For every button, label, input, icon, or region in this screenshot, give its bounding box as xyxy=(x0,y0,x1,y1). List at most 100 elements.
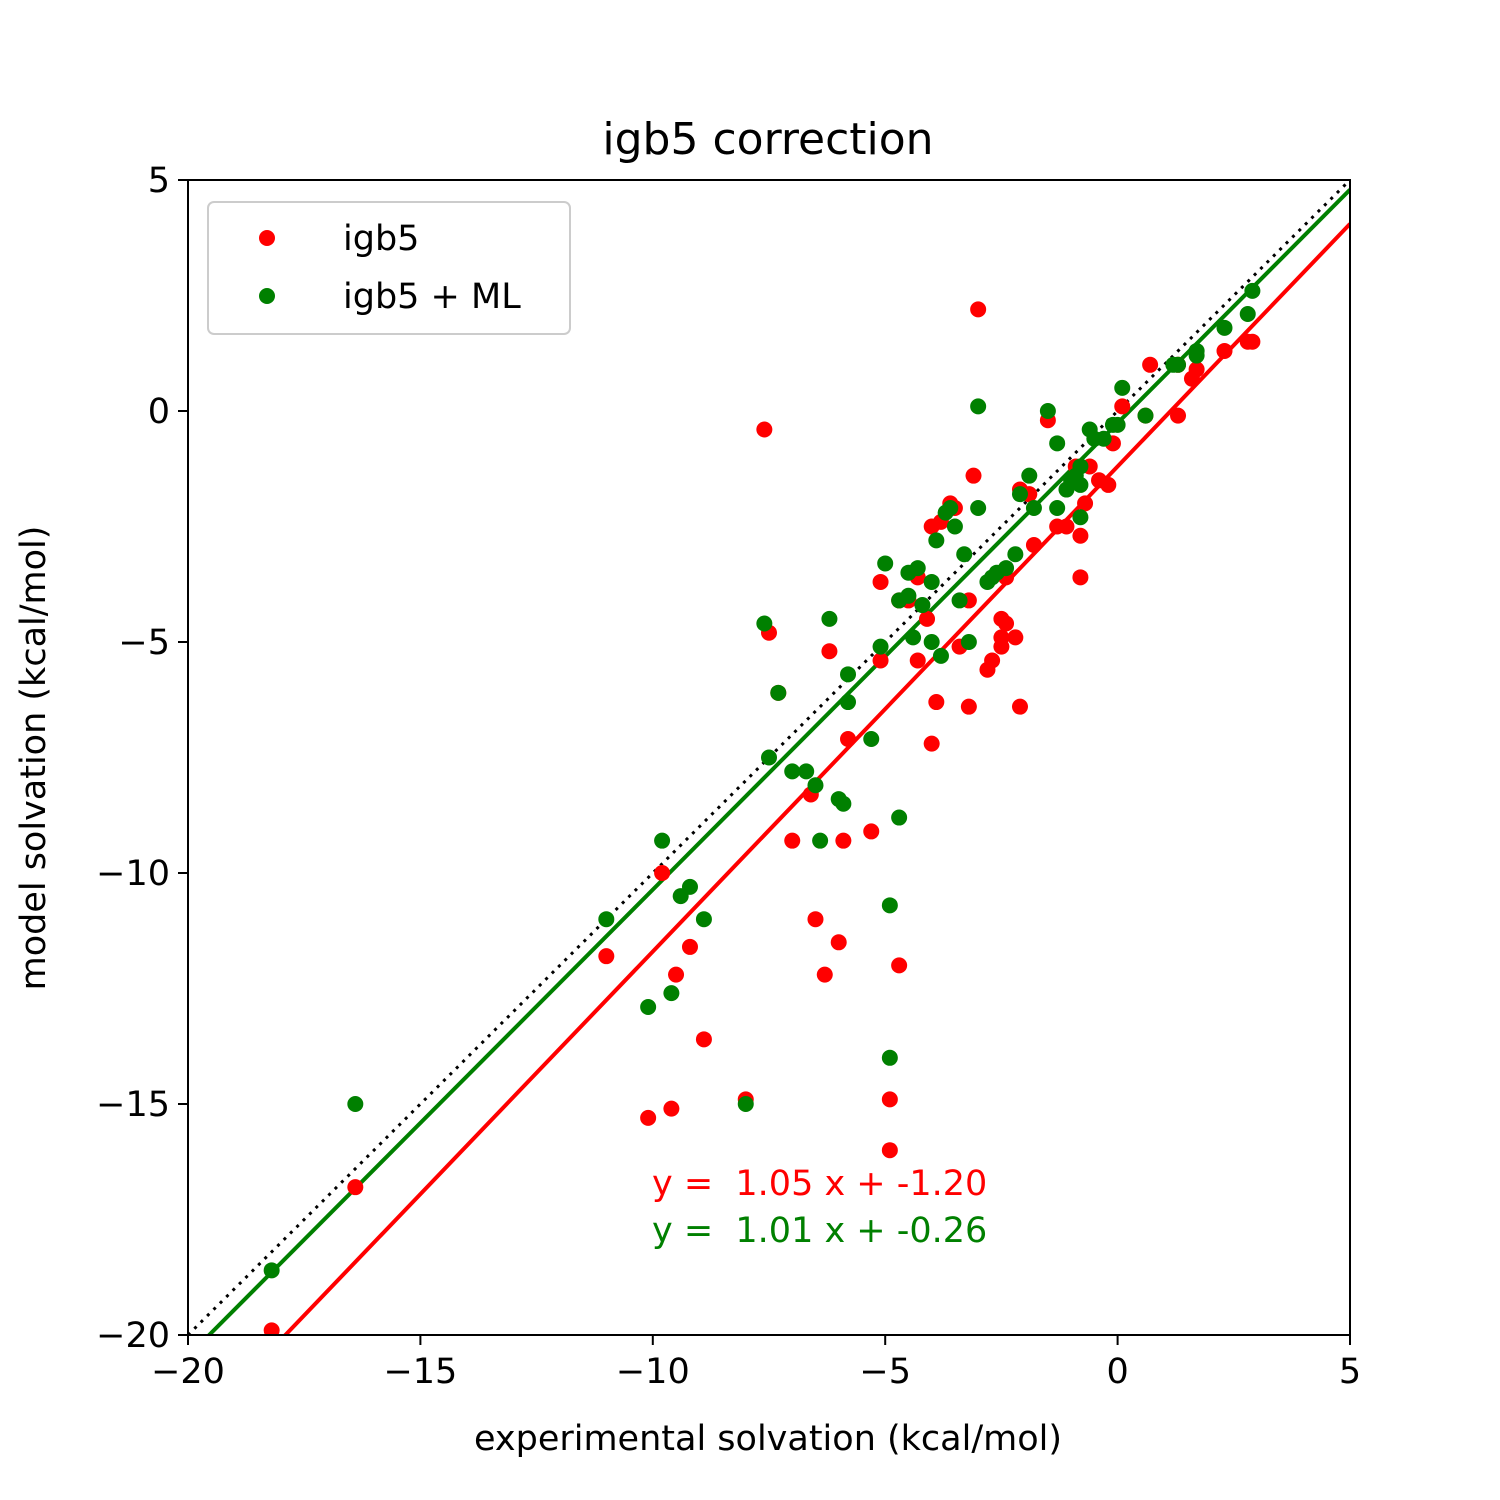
data-point xyxy=(960,698,977,715)
y-tick-label: 5 xyxy=(148,161,170,201)
plot-content xyxy=(188,180,1350,1335)
data-point xyxy=(830,934,847,951)
data-point xyxy=(881,897,898,914)
data-point xyxy=(807,777,824,794)
data-point xyxy=(909,652,926,669)
data-point xyxy=(654,865,671,881)
data-point xyxy=(877,555,894,572)
data-point xyxy=(1011,698,1028,715)
data-point xyxy=(928,532,945,549)
data-point xyxy=(1072,527,1089,544)
x-tick-label: −15 xyxy=(383,1352,457,1392)
data-point xyxy=(881,1142,898,1159)
data-point xyxy=(872,573,889,590)
fit-annotation-igb5-ml: y = 1.01 x + -0.26 xyxy=(652,1211,987,1251)
plot-area: −20 −15 −10 −5 0 5 −20 −15 −10 −5 0 5 xyxy=(96,161,1361,1392)
data-point xyxy=(1137,407,1154,424)
data-point xyxy=(909,560,926,577)
chart-title: igb5 correction xyxy=(602,114,933,165)
data-point xyxy=(1109,416,1126,433)
x-axis-title: experimental solvation (kcal/mol) xyxy=(474,1419,1062,1459)
data-point xyxy=(998,560,1015,577)
data-point xyxy=(798,763,815,780)
data-point xyxy=(756,615,773,632)
data-point xyxy=(891,957,908,974)
data-point xyxy=(347,1179,364,1196)
y-tick-label: −20 xyxy=(96,1316,170,1356)
x-tick-label: 0 xyxy=(1106,1352,1128,1392)
legend-box xyxy=(207,201,571,335)
data-point xyxy=(598,911,615,928)
legend-marker-igb5 xyxy=(259,230,275,246)
y-tick-label: −15 xyxy=(96,1085,170,1125)
data-point xyxy=(663,985,680,1002)
data-point xyxy=(965,467,982,484)
data-point xyxy=(900,587,917,604)
data-point xyxy=(1039,403,1056,419)
data-point xyxy=(1244,333,1261,350)
data-point xyxy=(1095,430,1112,447)
data-point xyxy=(1049,500,1066,517)
data-point xyxy=(881,1049,898,1066)
y-tick-label: −5 xyxy=(118,623,170,663)
y-tick-label: 0 xyxy=(148,392,170,432)
data-point xyxy=(928,694,945,711)
data-point xyxy=(840,666,857,683)
data-point xyxy=(1007,546,1024,563)
data-point xyxy=(1114,398,1131,415)
series-igb5-ml xyxy=(263,282,1261,1279)
legend-label-igb5-ml: igb5 + ML xyxy=(343,277,521,317)
data-point xyxy=(872,638,889,655)
x-tick-label: −20 xyxy=(151,1352,225,1392)
data-point xyxy=(919,610,936,627)
data-point xyxy=(347,1096,364,1112)
data-point xyxy=(1025,500,1042,517)
data-point xyxy=(681,878,698,895)
data-point xyxy=(695,1031,712,1048)
data-point xyxy=(970,398,987,415)
data-point xyxy=(695,911,712,928)
data-point xyxy=(1072,509,1089,526)
data-point xyxy=(1188,342,1205,359)
data-point xyxy=(668,966,685,983)
data-point xyxy=(881,1091,898,1108)
data-point xyxy=(1049,435,1066,452)
data-point xyxy=(737,1096,754,1112)
data-point xyxy=(1077,495,1094,512)
data-point xyxy=(1216,319,1233,336)
data-point xyxy=(756,421,773,438)
data-point xyxy=(923,573,940,590)
data-point xyxy=(1244,282,1261,299)
data-point xyxy=(663,1100,680,1117)
data-point xyxy=(872,652,889,669)
data-point xyxy=(1170,356,1187,373)
y-axis-title: model solvation (kcal/mol) xyxy=(14,526,54,991)
data-point xyxy=(1142,356,1159,373)
data-point xyxy=(640,1109,657,1126)
x-tick-label: −10 xyxy=(616,1352,690,1392)
data-point xyxy=(1072,458,1089,475)
data-point xyxy=(863,823,880,840)
legend-label-igb5: igb5 xyxy=(343,219,419,259)
data-point xyxy=(1011,486,1028,503)
data-point xyxy=(970,500,987,517)
legend: igb5 igb5 + ML xyxy=(207,201,571,335)
data-point xyxy=(812,832,829,849)
data-point xyxy=(1058,518,1075,535)
data-point xyxy=(932,647,949,664)
data-point xyxy=(1216,342,1233,359)
data-point xyxy=(1021,467,1038,484)
data-point xyxy=(263,1262,280,1279)
data-point xyxy=(761,749,777,766)
data-point xyxy=(984,652,1001,669)
data-point xyxy=(951,592,968,609)
data-point xyxy=(1072,569,1089,586)
data-point xyxy=(263,1322,280,1335)
data-point xyxy=(970,301,987,318)
data-point xyxy=(1007,629,1024,646)
x-tick-label: 5 xyxy=(1339,1352,1361,1392)
data-point xyxy=(1025,536,1042,553)
data-point xyxy=(640,998,657,1015)
data-point xyxy=(770,684,787,701)
